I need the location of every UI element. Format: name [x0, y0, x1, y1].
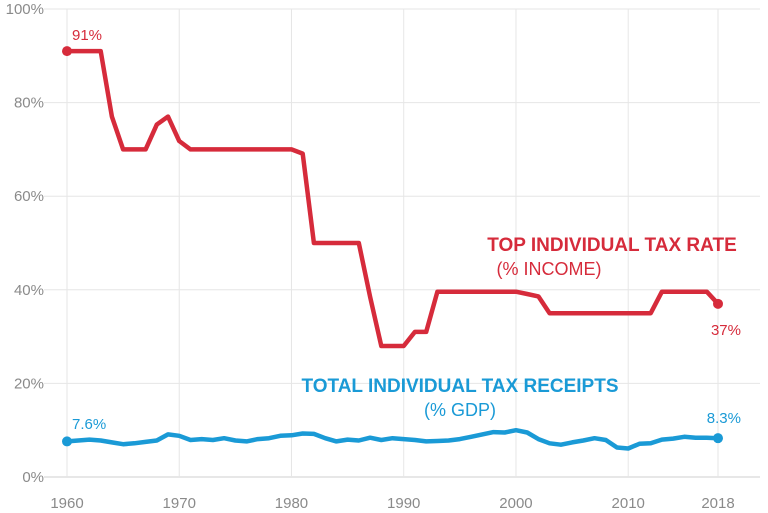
- y-tick-label: 20%: [14, 375, 44, 392]
- end-value-label-top_rate: 37%: [711, 322, 741, 339]
- annotations: TOP INDIVIDUAL TAX RATE (% INCOME) 91% 37% T…: [72, 27, 741, 433]
- y-tick-label: 60%: [14, 188, 44, 205]
- y-tick-label: 0%: [22, 469, 44, 486]
- series-lines: [62, 46, 723, 451]
- start-value-label-top_rate: 91%: [72, 27, 102, 44]
- series-title-top_rate: TOP INDIVIDUAL TAX RATE: [487, 235, 737, 256]
- x-tick-label: 1960: [50, 495, 83, 512]
- series-title-receipts: TOTAL INDIVIDUAL TAX RECEIPTS: [301, 376, 618, 397]
- start-value-label-receipts: 7.6%: [72, 416, 106, 433]
- y-tick-label: 100%: [6, 1, 44, 18]
- x-tick-label: 2000: [499, 495, 532, 512]
- grid: [44, 8, 760, 478]
- end-marker-receipts: [713, 433, 723, 444]
- start-marker-top_rate: [62, 46, 72, 57]
- x-tick-label: 1970: [163, 495, 196, 512]
- start-marker-receipts: [62, 436, 72, 447]
- y-tick-label: 40%: [14, 282, 44, 299]
- series-subtitle-top_rate: (% INCOME): [497, 259, 602, 279]
- end-value-label-receipts: 8.3%: [707, 410, 741, 427]
- x-tick-label: 2010: [612, 495, 645, 512]
- y-tick-label: 80%: [14, 95, 44, 112]
- series-subtitle-receipts: (% GDP): [424, 400, 496, 420]
- y-axis: 0% 20% 40% 60% 80% 100%: [6, 1, 44, 486]
- series-line-receipts: [64, 427, 721, 451]
- x-tick-label: 1980: [275, 495, 308, 512]
- x-tick-label: 2018: [701, 495, 734, 512]
- series-line-top_rate: [64, 48, 721, 349]
- x-tick-label: 1990: [387, 495, 420, 512]
- x-axis: 1960 1970 1980 1990 2000 2010 2018: [50, 495, 734, 512]
- end-marker-top_rate: [713, 298, 723, 309]
